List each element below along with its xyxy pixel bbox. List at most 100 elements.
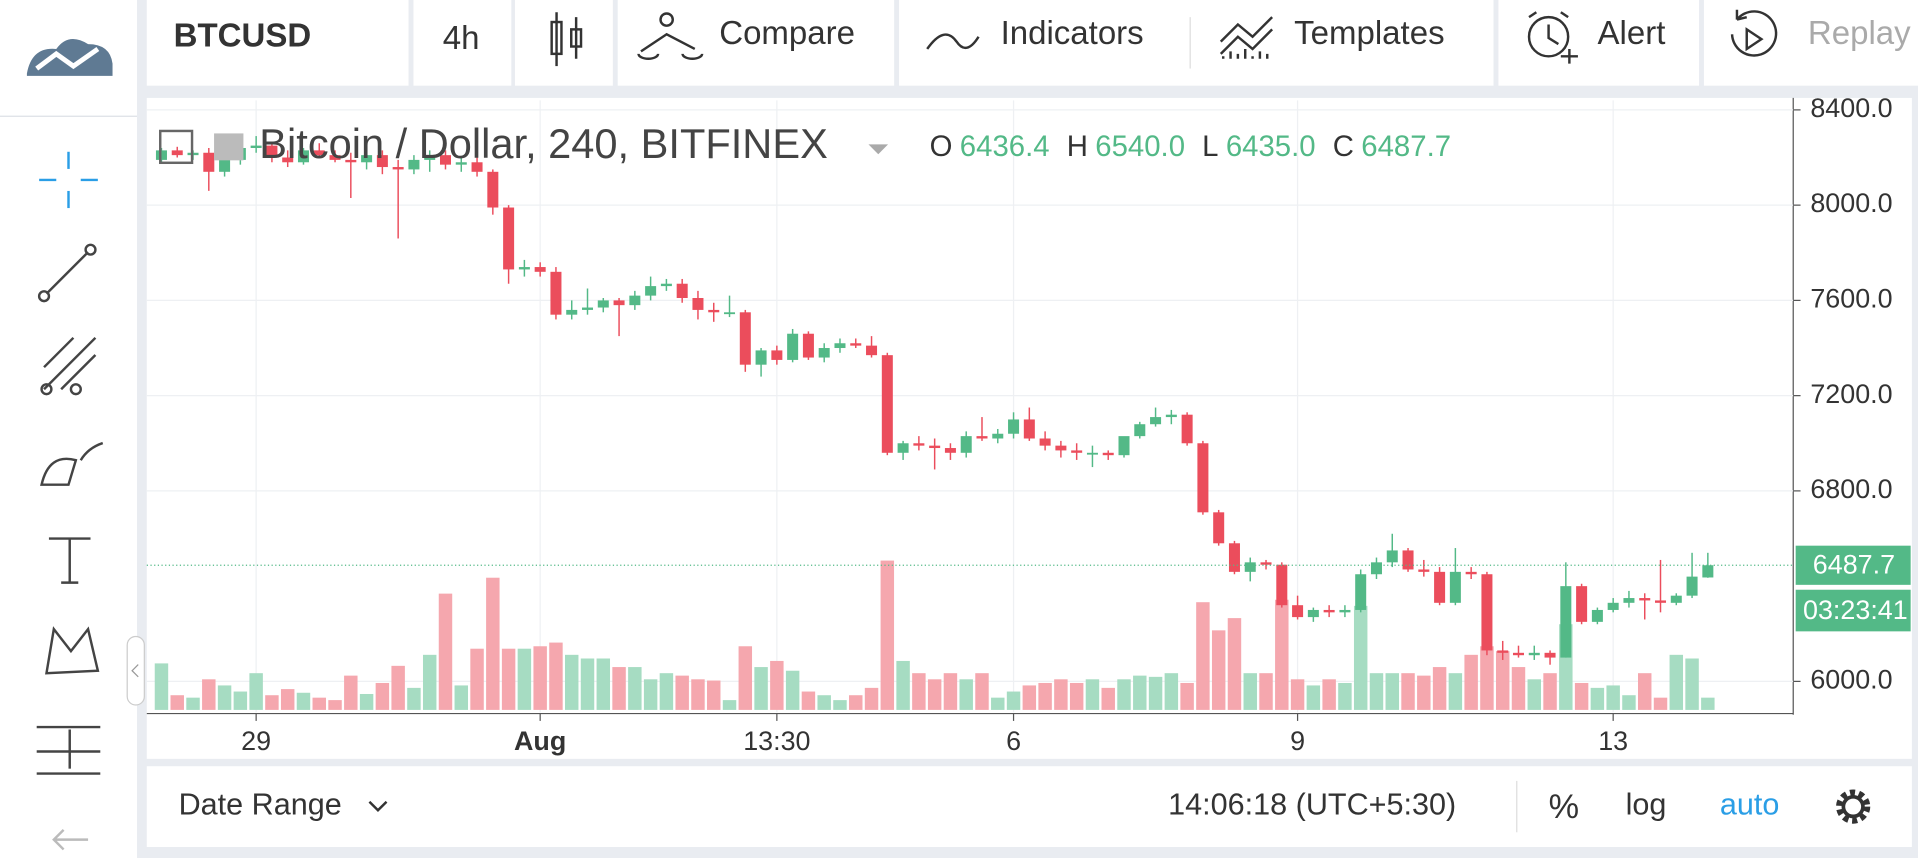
volume-bar: [533, 646, 547, 710]
side-toggle[interactable]: [126, 635, 145, 706]
candle-body: [1086, 452, 1098, 455]
interval-box[interactable]: [413, 0, 512, 86]
fib-tool[interactable]: [40, 336, 97, 396]
toolbar-item[interactable]: Alert: [1598, 14, 1666, 51]
countdown-badge: [1795, 589, 1911, 632]
candle-body: [629, 295, 641, 306]
volume-bar: [1243, 673, 1257, 710]
candle-body: [1102, 452, 1114, 456]
volume-bar: [549, 642, 563, 710]
volume-bar: [896, 660, 910, 710]
candle-body: [1512, 652, 1524, 656]
volume-bar: [186, 697, 200, 710]
volume-bar: [407, 687, 421, 710]
volume-bar: [1669, 654, 1684, 710]
toolbar-item[interactable]: Replay: [1808, 14, 1911, 51]
candle-body: [534, 267, 546, 272]
volume-bar: [1306, 685, 1321, 710]
candle-body: [1197, 443, 1209, 513]
last-price-label: 6487.7: [1813, 550, 1895, 580]
legend-value: 6487.7: [1361, 130, 1451, 163]
volume-bar: [344, 675, 358, 710]
countdown-label: 03:23:41: [1803, 595, 1908, 625]
text-tool[interactable]: [48, 537, 91, 584]
toolbar-item[interactable]: Compare: [719, 14, 855, 51]
candle-body: [455, 162, 467, 165]
date-range[interactable]: Date Range: [179, 788, 342, 822]
toolbar-item[interactable]: Indicators: [1001, 14, 1144, 51]
volume-bar: [1448, 673, 1463, 710]
candle-body: [1292, 605, 1304, 618]
chart-style-box[interactable]: [514, 0, 613, 86]
volume-bar: [880, 560, 895, 710]
candle-body: [408, 159, 420, 170]
volume-bar: [596, 658, 611, 710]
candle-body: [1702, 565, 1714, 578]
candle-body: [1008, 419, 1020, 434]
volume-bar: [1464, 654, 1478, 710]
log-button[interactable]: log: [1626, 788, 1667, 822]
volume-bar: [1085, 679, 1100, 710]
percent-button[interactable]: %: [1549, 788, 1579, 826]
volume-bar: [1590, 687, 1605, 710]
candle-body: [850, 343, 862, 346]
logo[interactable]: [26, 38, 113, 76]
y-tick-label: 6000.0: [1810, 664, 1892, 694]
volume-bar: [280, 689, 295, 710]
flag[interactable]: [214, 133, 244, 161]
auto-button[interactable]: auto: [1720, 788, 1779, 822]
crosshair-tool[interactable]: [39, 151, 98, 209]
pattern-tool[interactable]: [45, 626, 100, 675]
volume-bar: [1164, 673, 1179, 710]
candle-body: [724, 312, 736, 315]
candle-body: [550, 271, 562, 315]
candle-body: [645, 286, 657, 296]
collapse-tool[interactable]: [52, 828, 89, 851]
measure-tool[interactable]: [36, 725, 101, 775]
volume-bar: [1038, 682, 1052, 710]
candle-body: [1639, 598, 1651, 601]
candle-body: [834, 343, 846, 349]
x-tick-label: 29: [241, 726, 271, 756]
interval: 4h: [443, 19, 480, 56]
collapse-button[interactable]: [159, 129, 194, 165]
volume-bar: [359, 693, 374, 710]
candle-body: [329, 155, 341, 160]
volume-bar: [754, 667, 768, 710]
candle-body: [1260, 562, 1272, 565]
indicators-box[interactable]: [899, 0, 1494, 86]
settings-button[interactable]: [1836, 789, 1871, 824]
candle-body: [487, 171, 499, 208]
candle-icon: [550, 12, 583, 67]
volume-bar: [817, 695, 831, 710]
candle-body: [1560, 586, 1572, 658]
volume-bar: [154, 663, 169, 710]
volume-bar: [1527, 679, 1541, 710]
dropdown-arrow[interactable]: [868, 144, 889, 155]
volume-bar: [580, 658, 595, 710]
candle-body: [518, 267, 530, 270]
symbol-box[interactable]: [146, 0, 409, 86]
brush-tool[interactable]: [40, 441, 104, 486]
replay-box[interactable]: [1703, 0, 1918, 86]
candle-body: [992, 433, 1004, 439]
volume-bar: [1543, 673, 1557, 710]
candle-body: [1655, 600, 1667, 603]
volume-bar: [375, 682, 390, 710]
candle-body: [313, 150, 325, 156]
alert-icon: [1527, 11, 1578, 64]
candle-body: [676, 283, 688, 299]
toolbar-item[interactable]: Templates: [1294, 14, 1444, 51]
candle-body: [1591, 609, 1603, 622]
candle-body: [1670, 595, 1682, 603]
date-range-arrow: [368, 800, 388, 812]
volume-bar: [486, 577, 500, 710]
candle-body: [1686, 576, 1698, 596]
candle-body: [929, 445, 941, 449]
trend-line-tool[interactable]: [37, 243, 97, 303]
volume-bar: [1101, 687, 1115, 710]
volume-bar: [1495, 651, 1510, 710]
legend-value: 6435.0: [1226, 130, 1316, 163]
candle-body: [439, 155, 451, 165]
